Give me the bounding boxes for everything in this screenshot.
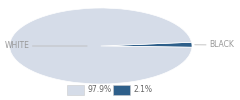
Text: 97.9%: 97.9% <box>88 86 112 94</box>
Text: WHITE: WHITE <box>5 42 87 50</box>
Bar <box>113 85 130 95</box>
Text: BLACK: BLACK <box>195 40 234 50</box>
Wedge shape <box>101 42 192 47</box>
Bar <box>67 85 84 95</box>
Text: 2.1%: 2.1% <box>133 86 152 94</box>
Wedge shape <box>10 8 192 84</box>
